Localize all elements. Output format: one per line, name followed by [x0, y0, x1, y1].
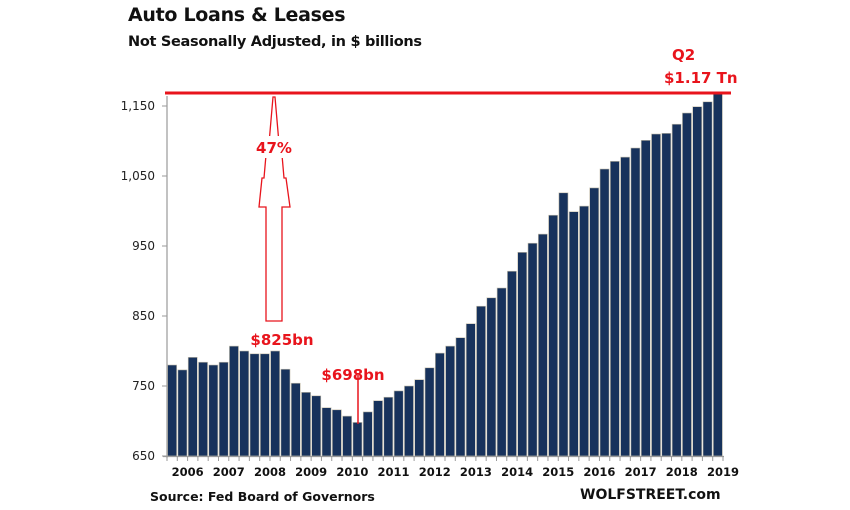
bar-2014Q4 [527, 242, 538, 457]
bar-2010Q2 [342, 415, 353, 457]
bar-2018Q3 [682, 112, 692, 457]
trough-label: $698bn [321, 366, 384, 384]
bar-2009Q1 [290, 382, 301, 457]
bar-2017Q4 [651, 133, 661, 457]
bar-2014Q2 [507, 270, 517, 457]
chart-subtitle: Not Seasonally Adjusted, in $ billions [128, 34, 422, 50]
bar-2008Q3 [270, 350, 281, 457]
increase-arrow-icon [258, 96, 291, 322]
x-tick-label: 2015 [542, 465, 574, 479]
bar-2014Q1 [496, 287, 507, 457]
y-tick-label: 650 [132, 449, 155, 463]
bar-2006Q1 [167, 364, 178, 457]
x-tick-label: 2009 [295, 465, 327, 479]
bar-2006Q4 [198, 361, 208, 457]
bar-2011Q4 [404, 385, 414, 457]
x-tick-label: 2017 [625, 465, 657, 479]
bar-2015Q2 [548, 214, 558, 457]
bar-2011Q1 [373, 400, 383, 457]
x-tick-label: 2010 [336, 465, 368, 479]
bar-2018Q4 [692, 106, 703, 457]
x-tick-label: 2012 [419, 465, 451, 479]
bar-2012Q4 [445, 345, 456, 457]
bar-2011Q3 [393, 390, 404, 457]
brand-watermark: WOLFSTREET.com [580, 487, 721, 503]
bar-2009Q3 [311, 395, 322, 457]
bar-2008Q2 [259, 353, 270, 457]
bar-2016Q4 [609, 161, 620, 457]
bar-2017Q3 [640, 140, 651, 457]
bar-2008Q4 [280, 368, 291, 457]
x-tick-label: 2014 [501, 465, 533, 479]
bar-series [167, 91, 723, 457]
bar-2013Q2 [465, 323, 476, 457]
bar-2007Q3 [229, 345, 239, 457]
bar-2016Q3 [599, 168, 610, 457]
x-tick-label: 2006 [172, 465, 204, 479]
bar-2013Q1 [455, 337, 466, 457]
bar-2016Q2 [589, 187, 600, 457]
bar-2007Q1 [208, 364, 219, 457]
bar-2018Q2 [671, 123, 682, 457]
x-tick-label: 2008 [254, 465, 286, 479]
y-tick-label: 950 [132, 239, 155, 253]
chart-title: Auto Loans & Leases [128, 4, 346, 26]
q2-label: Q2 [672, 46, 695, 64]
bar-2019Q2 [712, 91, 723, 457]
bar-2010Q3 [352, 422, 363, 457]
bar-2015Q1 [537, 233, 548, 457]
bar-2009Q2 [301, 391, 311, 457]
x-tick-label: 2011 [378, 465, 410, 479]
x-tick-label: 2019 [707, 465, 739, 479]
bar-2011Q2 [383, 396, 394, 457]
bar-2007Q4 [239, 350, 250, 457]
bar-2006Q2 [177, 369, 188, 457]
bar-2009Q4 [321, 407, 332, 457]
bar-2012Q3 [434, 352, 445, 457]
bar-2015Q4 [568, 211, 579, 457]
bar-2008Q1 [249, 353, 260, 457]
bar-2013Q3 [476, 305, 486, 457]
peak-label: $825bn [250, 331, 313, 349]
bar-2016Q1 [579, 205, 589, 457]
bar-2013Q4 [486, 297, 497, 457]
bar-2017Q2 [630, 147, 641, 457]
bar-2007Q2 [218, 361, 229, 457]
source-note: Source: Fed Board of Governors [150, 489, 375, 504]
bar-2012Q1 [414, 379, 425, 457]
bar-2017Q1 [620, 156, 630, 457]
x-tick-label: 2013 [460, 465, 492, 479]
y-tick-label: 850 [132, 309, 155, 323]
bar-2006Q3 [187, 356, 198, 457]
x-tick-label: 2007 [213, 465, 245, 479]
bar-2012Q2 [424, 367, 435, 457]
x-tick-label: 2018 [666, 465, 698, 479]
y-tick-label: 750 [132, 379, 155, 393]
bar-2014Q3 [517, 252, 528, 457]
axes: 650 750 850 950 1,050 1,150 2006 2007 2008 2009 20… [121, 96, 739, 479]
bar-2018Q1 [661, 133, 672, 457]
bar-2019Q1 [702, 101, 713, 457]
bar-2015Q3 [558, 192, 569, 457]
y-tick-label: 1,050 [121, 169, 155, 183]
pct-label: 47% [256, 139, 292, 157]
total-label: $1.17 Tn [664, 69, 738, 87]
y-tick-label: 1,150 [121, 99, 155, 113]
bar-2010Q4 [362, 411, 373, 457]
bar-2010Q1 [331, 409, 342, 457]
x-tick-label: 2016 [583, 465, 615, 479]
